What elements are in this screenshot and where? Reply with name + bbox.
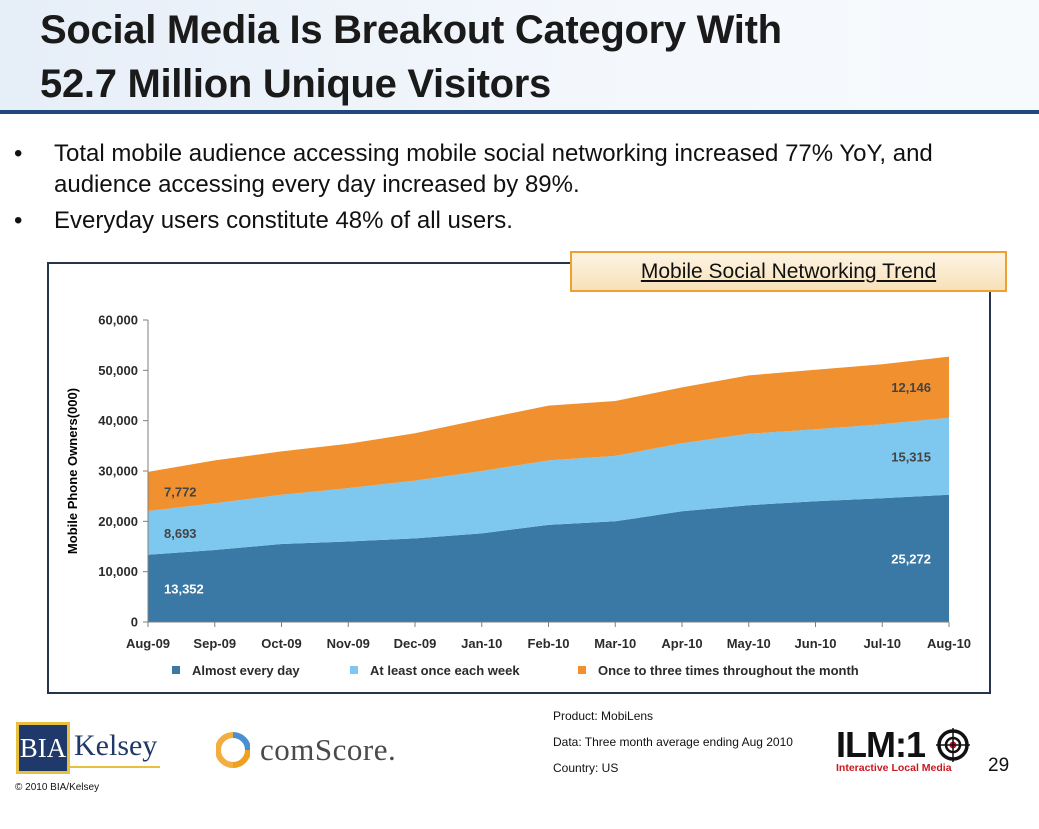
chart-axes [143, 319, 950, 627]
title-band: Social Media Is Breakout Category With 5… [0, 0, 1039, 114]
x-tick-label: Apr-10 [661, 636, 702, 651]
x-tick-labels: Aug-09 Sep-09 Oct-09 Nov-09 Dec-09 Jan-10 Feb-… [126, 636, 971, 651]
ilm-subtitle: Interactive Local Media [836, 762, 952, 774]
x-tick-label: Jul-10 [863, 636, 901, 651]
x-tick-label: Oct-09 [261, 636, 301, 651]
footer-data-source: Data: Three month average ending Aug 201… [553, 735, 793, 749]
y-axis-label: Mobile Phone Owners(000) [65, 388, 80, 554]
bullet-item: • Total mobile audience accessing mobile… [14, 138, 1034, 200]
bullet-text: Everyday users constitute 48% of all use… [54, 207, 513, 234]
bullet-list: • Total mobile audience accessing mobile… [14, 138, 1034, 241]
legend-label: Almost every day [192, 663, 300, 678]
footer-product: Product: MobiLens [553, 709, 654, 723]
legend-swatch [172, 666, 180, 674]
bullet-marker: • [14, 140, 23, 167]
x-tick-label: Nov-09 [327, 636, 370, 651]
y-tick-label: 0 [131, 615, 138, 630]
legend-label: Once to three times throughout the month [598, 663, 859, 678]
comscore-wordmark: comScore. [260, 732, 397, 767]
y-tick-label: 40,000 [98, 413, 138, 428]
bullet-text: Total mobile audience accessing mobile s… [54, 140, 933, 198]
y-tick-labels: 0 10,000 20,000 30,000 40,000 50,000 60,000 [98, 313, 138, 630]
y-tick-label: 20,000 [98, 514, 138, 529]
x-tick-label: May-10 [727, 636, 771, 651]
ilm10-logo: ILM:1 Interactive Local Media [836, 724, 972, 776]
footer-country: Country: US [553, 761, 619, 775]
data-label: 7,772 [164, 484, 197, 499]
bia-logo-underline [70, 766, 160, 768]
data-labels: 13,352 8,693 7,772 25,272 15,315 12,146 [164, 380, 931, 596]
page-number: 29 [988, 755, 1010, 776]
area-series-0 [148, 494, 949, 622]
y-tick-label: 50,000 [98, 363, 138, 378]
area-series-1 [148, 417, 949, 555]
data-label: 15,315 [891, 449, 931, 464]
x-tick-label: Jun-10 [795, 636, 837, 651]
slide-title-line-2: 52.7 Million Unique Visitors [40, 62, 551, 106]
x-tick-label: Dec-09 [394, 636, 437, 651]
legend-swatch [350, 666, 358, 674]
y-tick-label: 10,000 [98, 564, 138, 579]
data-label: 13,352 [164, 581, 204, 596]
target-icon [936, 728, 970, 762]
chart-legend: Almost every day At least once each week O… [172, 663, 859, 678]
data-label: 25,272 [891, 551, 931, 566]
legend-label: At least once each week [370, 663, 520, 678]
data-label: 12,146 [891, 380, 931, 395]
y-tick-label: 60,000 [98, 313, 138, 328]
x-tick-label: Jan-10 [461, 636, 502, 651]
ilm-wordmark: ILM:1 [836, 724, 926, 765]
x-tick-label: Aug-09 [126, 636, 170, 651]
bia-kelsey-logo: BIA Kelsey [16, 722, 160, 774]
bullet-item: • Everyday users constitute 48% of all u… [14, 205, 1034, 236]
comscore-ring-icon [216, 732, 250, 768]
bia-logo-mark: BIA [16, 722, 70, 774]
area-series-2 [148, 356, 949, 511]
x-tick-label: Sep-09 [193, 636, 236, 651]
comscore-logo: comScore. [216, 730, 436, 772]
copyright: © 2010 BIA/Kelsey [15, 782, 100, 793]
legend-swatch [578, 666, 586, 674]
bia-logo-word: Kelsey [74, 729, 158, 762]
x-tick-label: Mar-10 [594, 636, 636, 651]
chart-areas [148, 356, 949, 622]
data-label: 8,693 [164, 526, 197, 541]
chart-title: Mobile Social Networking Trend [640, 260, 937, 283]
x-tick-label: Aug-10 [927, 636, 971, 651]
chart-title-box: Mobile Social Networking Trend [570, 251, 1007, 292]
x-tick-label: Feb-10 [528, 636, 570, 651]
slide-title-line-1: Social Media Is Breakout Category With [40, 8, 782, 52]
bullet-marker: • [14, 207, 23, 234]
y-tick-label: 30,000 [98, 464, 138, 479]
